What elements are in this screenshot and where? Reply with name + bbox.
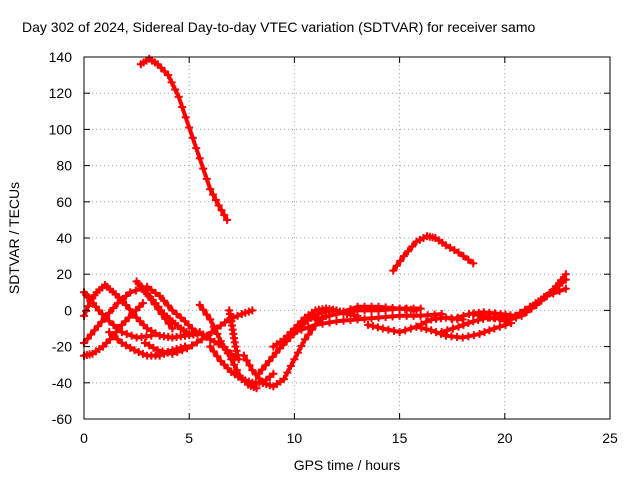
series-line-arc-1 xyxy=(138,56,230,222)
x-tick-label: 0 xyxy=(80,430,88,446)
series-markers-arc-13 xyxy=(225,306,243,364)
ticks: 0 5 10 15 20 25 -60 -40 -20 0 20 40 60 80 100 120 140 xyxy=(49,49,618,446)
y-tick-label: -40 xyxy=(52,375,72,391)
y-tick-label: 40 xyxy=(56,230,72,246)
series-markers-arc-6 xyxy=(80,282,200,347)
x-tick-label: 15 xyxy=(392,430,408,446)
series-markers-arc-20 xyxy=(332,302,421,319)
series-layer xyxy=(80,54,570,393)
y-tick-label: 60 xyxy=(56,194,72,210)
x-tick-label: 5 xyxy=(185,430,193,446)
y-tick-label: 80 xyxy=(56,158,72,174)
series-markers-arc-4 xyxy=(80,281,110,320)
series-markers-arc-1 xyxy=(136,54,232,224)
y-tick-label: 140 xyxy=(49,49,73,65)
x-axis-label: GPS time / hours xyxy=(294,457,401,473)
y-tick-label: -20 xyxy=(52,339,72,355)
y-tick-label: 0 xyxy=(64,302,72,318)
x-tick-label: 20 xyxy=(497,430,513,446)
y-tick-label: 100 xyxy=(49,121,73,137)
y-tick-label: -60 xyxy=(52,411,72,427)
plot-frame xyxy=(83,56,611,420)
grid xyxy=(84,57,610,419)
x-tick-label: 10 xyxy=(287,430,303,446)
series-markers-arc-18 xyxy=(290,310,446,337)
series-markers-arc-2 xyxy=(389,232,478,275)
chart-title: Day 302 of 2024, Sidereal Day-to-day VTE… xyxy=(22,19,535,35)
x-tick-label: 25 xyxy=(602,430,618,446)
series-markers-arc-8 xyxy=(105,328,189,360)
y-axis-label: SDTVAR / TECUs xyxy=(6,182,22,294)
series-markers-arc-26 xyxy=(500,270,570,326)
y-tick-label: 120 xyxy=(49,85,73,101)
series-line-arc-4 xyxy=(82,283,107,318)
y-tick-label: 20 xyxy=(56,266,72,282)
